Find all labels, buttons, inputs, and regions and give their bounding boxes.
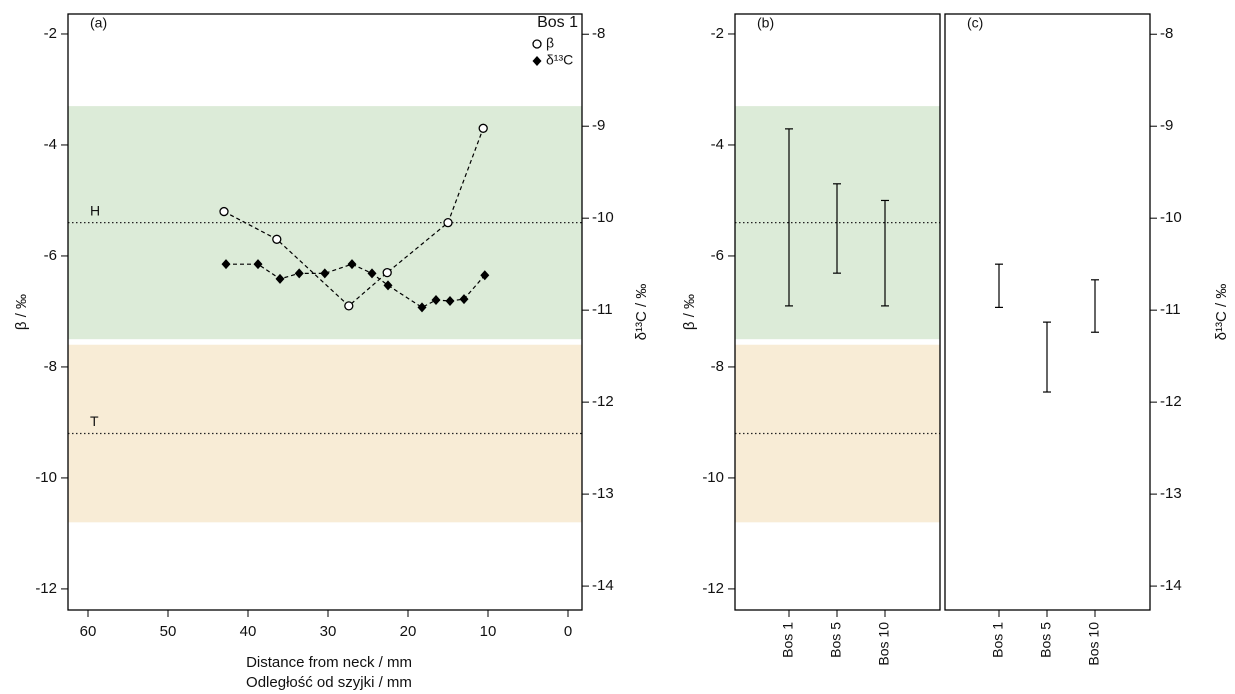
panel-label: (a) [90,15,107,31]
data-point [445,295,455,306]
y-tick-label: -11 [592,301,613,318]
y-axis-label: β / ‰ [681,294,698,330]
data-point [253,259,263,270]
chart-title: Bos 1 [537,14,578,31]
y-tick-label: -6 [711,247,724,264]
y-tick-label: -8 [44,358,57,375]
data-point [344,301,354,311]
data-point [431,295,441,306]
y-tick-label: -8 [592,25,605,42]
y-tick-label: -4 [44,136,57,153]
plot-frame [67,13,583,611]
y-tick-label: -12 [592,393,614,410]
reference-label: H [90,202,100,218]
y-tick-label: -6 [44,247,57,264]
y-tick-label: -10 [1160,209,1182,226]
data-point [221,259,231,270]
y-tick-label: -11 [1160,301,1181,318]
x-tick-label: Bos 10 [876,622,892,666]
y-tick-label: -9 [1160,117,1173,134]
data-point [383,280,393,291]
data-point [320,268,330,279]
x-axis-label: Odległość od szyjki / mm [246,674,412,691]
x-tick-label: Bos 5 [1038,622,1054,658]
data-point [294,268,304,279]
data-point [459,294,469,305]
x-tick-label: 30 [320,623,337,640]
x-tick-label: Bos 5 [828,622,844,658]
legend-marker [532,39,542,49]
panel-label: (b) [757,15,774,31]
data-point [478,123,488,133]
x-axis-label: Distance from neck / mm [246,654,412,671]
legend-marker [532,56,542,66]
series-line [223,128,484,307]
y-tick-label: -10 [702,469,724,486]
y-tick-label: -8 [1160,25,1173,42]
y-tick-label: -14 [1160,577,1182,594]
data-point [443,218,453,228]
reference-label: T [90,413,99,429]
panel-label: (c) [967,15,983,31]
y-tick-label: -2 [44,25,57,42]
y-tick-label: -12 [35,580,57,597]
x-tick-label: 0 [564,623,572,640]
y-tick-label: -10 [35,469,57,486]
x-tick-label: 60 [80,623,97,640]
data-point [347,259,357,270]
data-point [417,302,427,313]
y-tick-label: -4 [711,136,724,153]
data-point [367,268,377,279]
shaded-band [735,344,940,523]
y-tick-label: -13 [592,485,614,502]
y-tick-label: -8 [711,358,724,375]
y-tick-label: -12 [702,580,724,597]
y-axis-label: δ¹³C / ‰ [633,284,650,341]
x-tick-label: Bos 1 [990,622,1006,658]
data-point [272,234,282,244]
x-tick-label: 20 [400,623,417,640]
y-axis-label: δ¹³C / ‰ [1213,284,1230,341]
y-tick-label: -2 [711,25,724,42]
legend-label: β [546,35,554,51]
y-tick-label: -12 [1160,393,1182,410]
x-tick-label: 50 [160,623,177,640]
y-tick-label: -14 [592,577,614,594]
data-point [382,267,392,278]
x-tick-label: Bos 10 [1086,622,1102,666]
data-point [219,206,229,217]
y-tick-label: -9 [592,117,605,134]
plot-frame [944,13,1151,611]
data-point [480,270,490,281]
x-tick-label: 10 [480,623,497,640]
y-axis-label: β / ‰ [13,294,30,330]
y-tick-label: -10 [592,209,614,226]
data-point [275,273,285,284]
x-tick-label: Bos 1 [780,622,796,658]
legend-label: δ¹³C [546,52,573,68]
x-tick-label: 40 [240,623,257,640]
y-tick-label: -13 [1160,485,1182,502]
